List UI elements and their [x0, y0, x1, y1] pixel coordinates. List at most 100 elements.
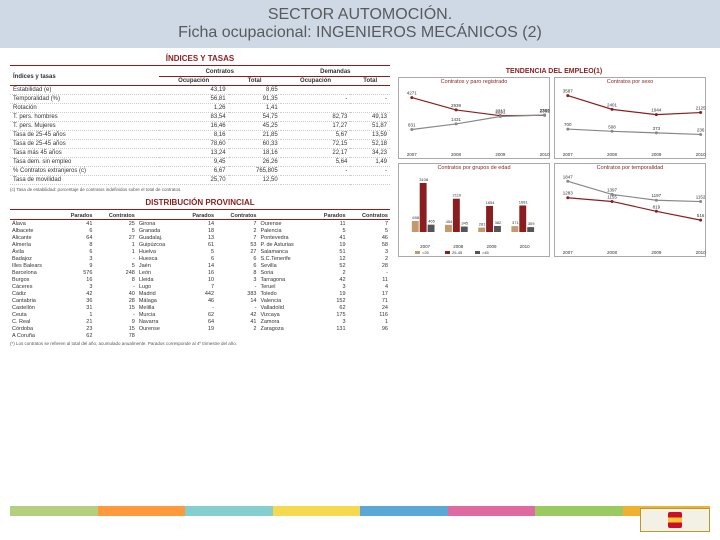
svg-text:2008: 2008 — [607, 152, 618, 157]
svg-text:2008: 2008 — [453, 244, 464, 249]
dist-footnote: (*) Los contratos se refieren al total d… — [10, 341, 390, 346]
svg-text:2007: 2007 — [563, 250, 574, 255]
svg-text:3587: 3587 — [563, 89, 574, 94]
svg-text:1431: 1431 — [451, 117, 462, 122]
table-row: A Coruña6278 — [10, 332, 390, 339]
svg-text:2110: 2110 — [453, 193, 462, 198]
dist-table: ParadosContratos ParadosContratos Parado… — [10, 212, 390, 339]
svg-text:1681: 1681 — [519, 199, 529, 204]
table-row: Tasa de 25-45 años8,1621,855,6713,59 — [10, 131, 390, 140]
col-ocup1: Ocupación — [159, 77, 229, 86]
table-row: Albacete65Granada182Palencia55 — [10, 227, 390, 234]
indices-title: ÍNDICES Y TASAS — [10, 52, 390, 66]
svg-text:2009: 2009 — [486, 244, 497, 249]
svg-text:281: 281 — [479, 222, 486, 227]
svg-text:2009: 2009 — [651, 152, 662, 157]
table-row: Burgos168Lleida103Tarragona4211 — [10, 276, 390, 283]
svg-text:1847: 1847 — [563, 174, 574, 179]
dist-section: DISTRIBUCIÓN PROVINCIAL ParadosContratos… — [10, 196, 390, 346]
footer-stripe — [10, 506, 710, 516]
col-ocup2: Ocupación — [281, 77, 351, 86]
svg-text:2008: 2008 — [607, 250, 618, 255]
svg-text:1152: 1152 — [696, 195, 706, 200]
svg-text:465: 465 — [428, 219, 435, 224]
table-row: Badajoz3-Huesca66S.C.Tenerife122 — [10, 255, 390, 262]
svg-text:2010: 2010 — [520, 244, 531, 249]
svg-text:2007: 2007 — [420, 244, 431, 249]
svg-text:1283: 1283 — [563, 191, 574, 196]
svg-text:4271: 4271 — [407, 91, 418, 96]
col-tot1: Total — [229, 77, 281, 86]
svg-text:373: 373 — [653, 126, 661, 131]
indices-section: ÍNDICES Y TASAS Índices y tasas Contrato… — [10, 52, 390, 192]
chart-contratos-paro: Contratos y paro registrado4271293923172… — [398, 77, 550, 159]
svg-text:2009: 2009 — [651, 250, 662, 255]
ministry-logo — [640, 508, 710, 532]
svg-text:2010: 2010 — [540, 152, 551, 157]
table-row: Cáceres3-Lugo7-Teruel34 — [10, 283, 390, 290]
tendencia-section: TENDENCIA DEL EMPLEO(1) Contratos y paro… — [398, 68, 710, 261]
table-row: Córdoba2315Ourense192Zaragoza13196 — [10, 325, 390, 332]
table-row: Estabilidad (e)43,198,65 — [10, 86, 390, 95]
svg-text:831: 831 — [408, 122, 416, 127]
table-row: Almería81Guipúzcoa6153P. de Asturias1958 — [10, 241, 390, 248]
chart-edad: Contratos por grupos de edad698310846520… — [398, 163, 550, 257]
svg-text:2007: 2007 — [563, 152, 574, 157]
svg-text:454: 454 — [446, 219, 453, 224]
svg-text:1654: 1654 — [486, 200, 496, 205]
table-row: Álava4125Girona147Ourense117 — [10, 220, 390, 228]
svg-text:382: 382 — [495, 220, 502, 225]
table-row: Cantabria3628Málaga4614Valencia15271 — [10, 297, 390, 304]
svg-text:2231: 2231 — [495, 109, 506, 114]
svg-text:508: 508 — [608, 124, 616, 129]
svg-text:>45: >45 — [482, 250, 490, 255]
svg-text:2390: 2390 — [540, 108, 551, 113]
svg-text:516: 516 — [697, 213, 705, 218]
svg-text:345: 345 — [461, 221, 468, 226]
title-line1: SECTOR AUTOMOCIÓN. — [0, 6, 720, 24]
table-row: Tasa dem. sin empleo9,4526,265,641,49 — [10, 158, 390, 167]
indices-footnote: (c) Tasa de estabilidad: porcentaje de c… — [10, 187, 390, 192]
svg-text:25-45: 25-45 — [452, 250, 463, 255]
table-row: Cádiz4240Madrid442383Toledo1917 — [10, 290, 390, 297]
shield-icon — [668, 512, 682, 528]
svg-text:2939: 2939 — [451, 103, 462, 108]
col-contratos: Contratos — [159, 68, 281, 77]
table-row: Tasa más 45 años13,2418,1622,1734,23 — [10, 149, 390, 158]
indices-table: Índices y tasas Contratos Demandas Ocupa… — [10, 68, 390, 185]
table-row: % Contratos extranjeros (c)6,67765,805-- — [10, 167, 390, 176]
dist-title: DISTRIBUCIÓN PROVINCIAL — [10, 196, 390, 210]
table-row: Rotación1,261,41 — [10, 104, 390, 113]
table-row: C. Real219Navarra6441Zamora31 — [10, 318, 390, 325]
table-row: Temporalidad (%)56,8191,35-- — [10, 95, 390, 104]
title-line2: Ficha ocupacional: INGENIEROS MECÁNICOS … — [0, 24, 720, 42]
table-row: Tasa de movilidad25,7012,50 — [10, 176, 390, 185]
svg-text:309: 309 — [528, 221, 535, 226]
chart-temporalidad: Contratos por temporalidad12831155819516… — [554, 163, 706, 257]
svg-text:819: 819 — [653, 204, 661, 209]
svg-text:2010: 2010 — [696, 152, 707, 157]
svg-text:700: 700 — [564, 122, 572, 127]
title-band: SECTOR AUTOMOCIÓN. Ficha ocupacional: IN… — [0, 0, 720, 48]
svg-text:1197: 1197 — [651, 193, 661, 198]
col-demandas: Demandas — [281, 68, 390, 77]
svg-text:3108: 3108 — [419, 177, 429, 182]
svg-text:236: 236 — [697, 127, 705, 132]
svg-text:2007: 2007 — [407, 152, 418, 157]
svg-text:371: 371 — [512, 220, 519, 225]
table-row: T. pers. hombres83,5454,7582,7349,13 — [10, 113, 390, 122]
tendencia-title: TENDENCIA DEL EMPLEO(1) — [398, 68, 710, 75]
col-tot2: Total — [350, 77, 390, 86]
svg-text:2008: 2008 — [451, 152, 462, 157]
footer — [0, 506, 720, 534]
row-header: Índices y tasas — [10, 68, 159, 86]
table-row: Ávila61Huelva527Salamanca513 — [10, 248, 390, 255]
svg-text:2125: 2125 — [696, 106, 707, 111]
svg-text:2009: 2009 — [495, 152, 506, 157]
table-row: Alicante6427Guadalaj.137Pontevedra4146 — [10, 234, 390, 241]
svg-text:2401: 2401 — [607, 102, 618, 107]
svg-text:698: 698 — [412, 215, 419, 220]
table-row: Barcelona576248León168Soria2- — [10, 269, 390, 276]
table-row: Tasa de 25-45 años78,6060,3372,1552,18 — [10, 140, 390, 149]
table-row: T. pers. Mujeres16,4645,2517,2751,87 — [10, 122, 390, 131]
